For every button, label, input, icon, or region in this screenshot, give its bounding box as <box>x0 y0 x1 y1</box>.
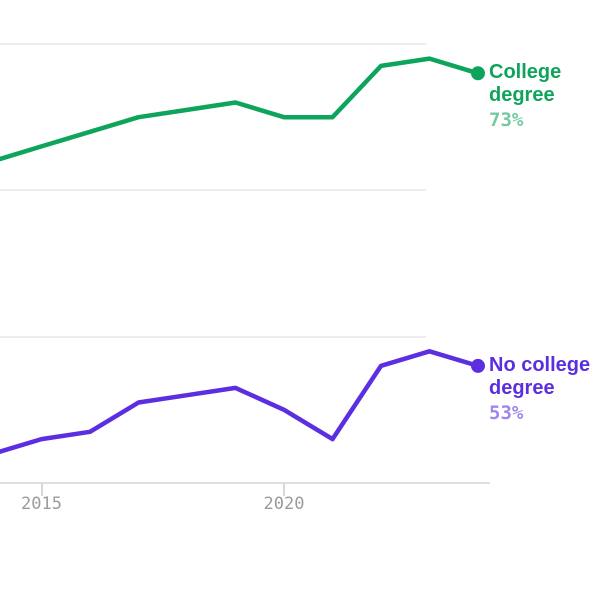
line-college-degree <box>0 56 481 162</box>
legend-no-college-degree: No college degree 53% <box>489 354 600 424</box>
x-axis-tick-2015 <box>40 483 43 496</box>
gridline-75pct <box>0 43 426 45</box>
legend-no-college-degree-value: 53% <box>489 401 524 424</box>
x-axis-line <box>0 482 490 484</box>
x-axis-label-2020: 2020 <box>263 494 305 514</box>
line-end-dot-college-degree <box>471 66 485 81</box>
legend-college-degree: College degree 73% <box>489 61 600 131</box>
line-no-college-degree <box>0 349 481 454</box>
legend-no-college-degree-label: No college degree <box>489 353 591 399</box>
gridline-65pct <box>0 189 426 192</box>
x-axis-tick-2020 <box>283 483 285 496</box>
legend-college-degree-value: 73% <box>489 109 524 132</box>
x-axis-label-2015: 2015 <box>21 494 62 514</box>
line-end-dot-no-college-degree <box>471 358 485 373</box>
gridline-55pct <box>0 335 426 338</box>
legend-college-degree-label: College degree <box>489 61 562 107</box>
